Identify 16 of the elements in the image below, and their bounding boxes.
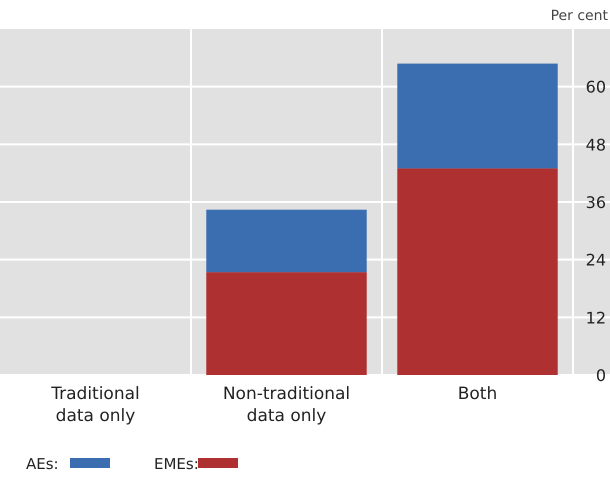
- y-axis-title: Per cent: [550, 8, 609, 24]
- x-tick-label: Both: [458, 384, 498, 404]
- bar: [397, 64, 558, 168]
- bar: [397, 168, 558, 375]
- y-tick-label: 12: [586, 308, 606, 328]
- bar: [206, 210, 367, 272]
- y-tick-label: 0: [596, 366, 606, 385]
- legend-label: AEs:: [26, 455, 59, 473]
- bar: [206, 272, 367, 375]
- legend-label: EMEs:: [154, 455, 199, 473]
- y-tick-label: 60: [586, 78, 606, 97]
- y-tick-label: 24: [586, 250, 606, 270]
- y-tick-label: 36: [586, 193, 606, 212]
- y-tick-label: 48: [586, 135, 606, 154]
- x-tick-label: Non-traditional data only: [222, 384, 350, 426]
- x-tick-label: Traditional data only: [50, 384, 140, 426]
